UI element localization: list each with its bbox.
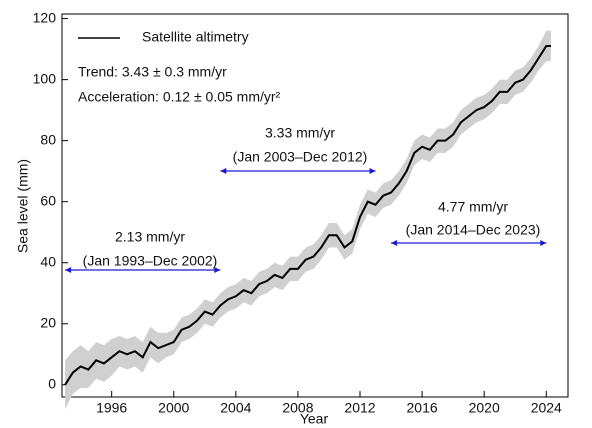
rate-label: 2.13 mm/yr — [115, 229, 185, 245]
legend-label: Satellite altimetry — [142, 29, 249, 45]
y-tick-label: 40 — [40, 253, 56, 269]
y-tick-label: 60 — [40, 192, 56, 208]
x-tick-label: 2000 — [158, 400, 189, 416]
arrow-head — [540, 240, 547, 246]
y-axis-label: Sea level (mm) — [15, 159, 31, 253]
y-tick-label: 80 — [40, 131, 56, 147]
y-tick-label: 0 — [48, 375, 56, 391]
trend-text: Trend: 3.43 ± 0.3 mm/yr — [78, 64, 227, 80]
x-tick-label: 2012 — [344, 400, 375, 416]
period-label: (Jan 1993–Dec 2002) — [83, 253, 218, 269]
rate-label: 4.77 mm/yr — [438, 199, 508, 215]
period-label: (Jan 2014–Dec 2023) — [406, 222, 541, 238]
y-tick-label: 100 — [33, 70, 57, 86]
x-tick-label: 2024 — [531, 400, 562, 416]
x-tick-label: 2016 — [407, 400, 438, 416]
arrow-head — [220, 168, 227, 174]
arrow-head — [214, 267, 221, 273]
rate-label: 3.33 mm/yr — [265, 125, 335, 141]
period-label: (Jan 2003–Dec 2012) — [233, 149, 368, 165]
series-line — [64, 45, 551, 386]
x-tick-label: 2008 — [282, 400, 313, 416]
x-tick-label: 2020 — [469, 400, 500, 416]
arrow-head — [369, 168, 376, 174]
uncertainty-band — [65, 30, 551, 410]
arrow-head — [65, 267, 72, 273]
x-tick-label: 1996 — [96, 400, 127, 416]
y-tick-label: 20 — [40, 314, 56, 330]
y-tick-label: 120 — [33, 9, 57, 25]
x-tick-label: 2004 — [220, 400, 251, 416]
plot-frame — [61, 13, 569, 398]
x-axis-label: Year — [300, 411, 329, 427]
acceleration-text: Acceleration: 0.12 ± 0.05 mm/yr² — [78, 89, 281, 105]
arrow-head — [391, 240, 398, 246]
